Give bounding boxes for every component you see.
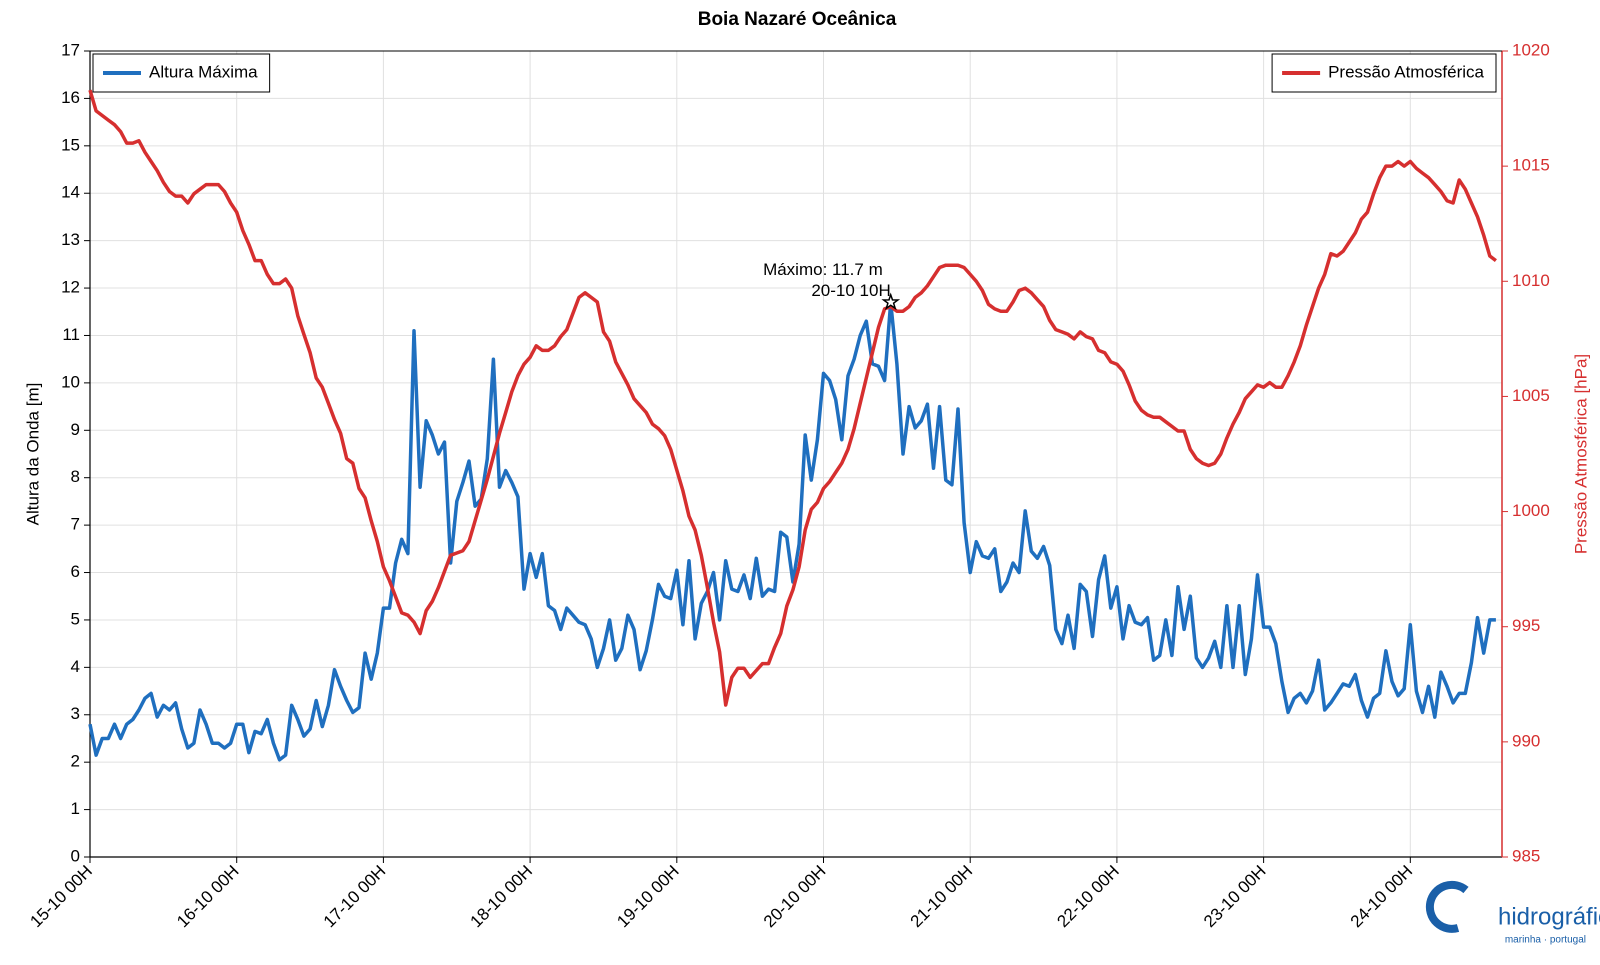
annotation-text: 20-10 10H: [811, 281, 890, 300]
y2-tick-label: 985: [1512, 846, 1540, 865]
y-tick-label: 9: [71, 420, 80, 439]
y-tick-label: 6: [71, 562, 80, 581]
y-tick-label: 13: [61, 230, 80, 249]
x-tick-label: 19-10 00H: [613, 862, 683, 932]
legend: Pressão Atmosférica: [1271, 53, 1497, 93]
logo-mark: [1425, 880, 1469, 933]
legend-label: Altura Máxima: [149, 62, 258, 81]
y2-tick-label: 1000: [1512, 501, 1550, 520]
y-tick-label: 5: [71, 609, 80, 628]
y-tick-label: 7: [71, 515, 80, 534]
y-tick-label: 0: [71, 846, 80, 865]
y-tick-label: 1: [71, 799, 80, 818]
y-tick-label: 17: [61, 40, 80, 59]
y-tick-label: 10: [61, 372, 80, 391]
logo-text: hidrográfico: [1498, 903, 1600, 930]
y-tick-label: 3: [71, 704, 80, 723]
y2-axis-label: Pressão Atmosférica [hPa]: [1571, 354, 1590, 554]
legend: Altura Máxima: [92, 53, 271, 93]
x-tick-label: 18-10 00H: [467, 862, 537, 932]
y-tick-label: 12: [61, 278, 80, 297]
y-tick-label: 4: [71, 657, 80, 676]
x-tick-label: 24-10 00H: [1347, 862, 1417, 932]
x-tick-label: 21-10 00H: [907, 862, 977, 932]
logo: hidrográfico marinha · portugal: [1425, 880, 1600, 946]
series-line: [88, 300, 1496, 762]
y2-tick-label: 1020: [1512, 40, 1550, 59]
x-tick-label: 17-10 00H: [320, 862, 390, 932]
y-tick-label: 15: [61, 135, 80, 154]
y2-tick-label: 1005: [1512, 386, 1550, 405]
series-line: [88, 89, 1497, 707]
max-marker: [881, 292, 901, 311]
y-tick-label: 11: [62, 325, 80, 344]
x-tick-label: 23-10 00H: [1200, 862, 1270, 932]
legend-label: Pressão Atmosférica: [1328, 62, 1484, 81]
y2-tick-label: 990: [1512, 731, 1540, 750]
y2-tick-label: 1015: [1512, 156, 1550, 175]
annotation-text: Máximo: 11.7 m: [763, 260, 883, 279]
x-tick-label: 16-10 00H: [173, 862, 243, 932]
y2-tick-label: 995: [1512, 616, 1540, 635]
y-tick-label: 14: [61, 183, 80, 202]
y-axis-label: Altura da Onda [m]: [23, 383, 42, 526]
x-tick-label: 22-10 00H: [1053, 862, 1123, 932]
logo-subtitle: marinha · portugal: [1505, 935, 1586, 946]
x-tick-label: 20-10 00H: [760, 862, 830, 932]
x-tick-label: 15-10 00H: [26, 862, 96, 932]
y-tick-label: 16: [61, 88, 80, 107]
y-tick-label: 2: [71, 752, 80, 771]
chart-title: Boia Nazaré Oceânica: [698, 9, 897, 30]
y-tick-label: 8: [71, 467, 80, 486]
y2-tick-label: 1010: [1512, 271, 1550, 290]
